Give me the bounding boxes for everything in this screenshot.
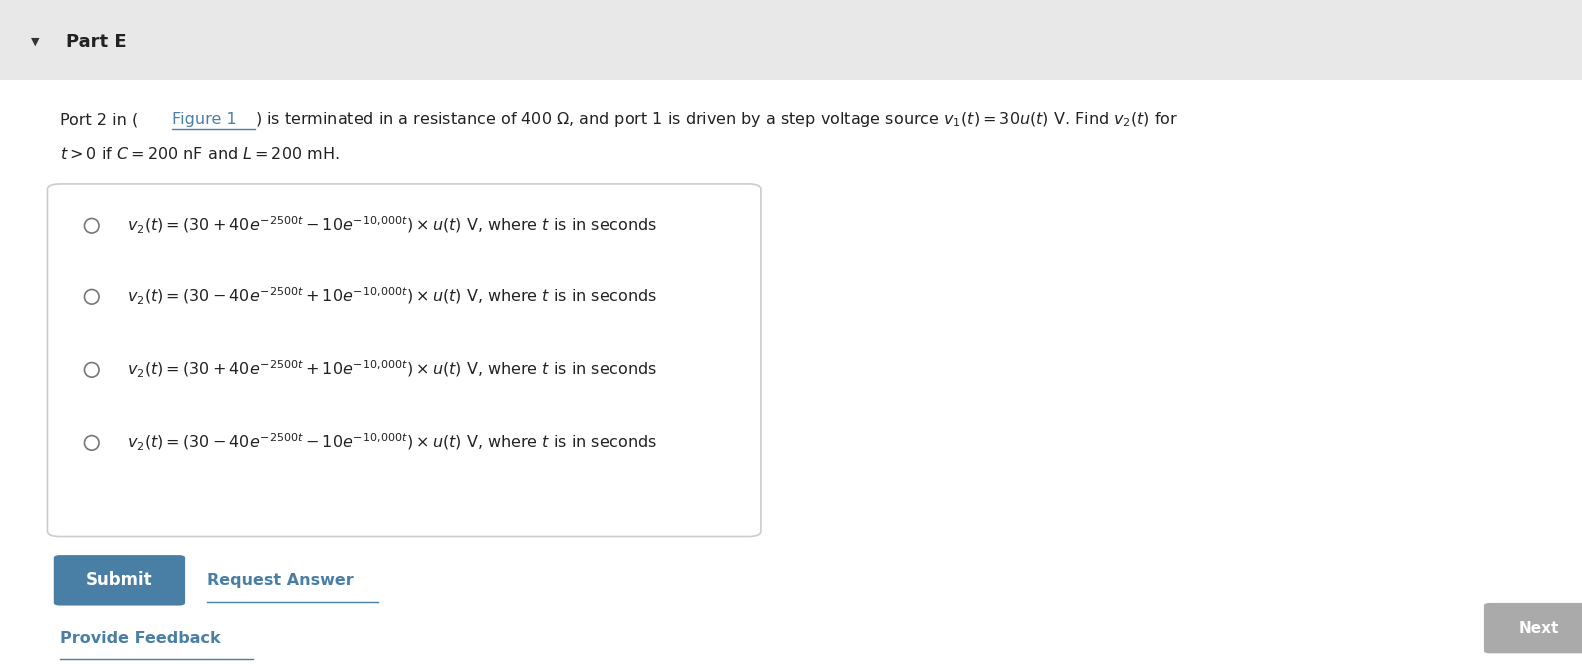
Text: $v_2(t) = (30 + 40e^{-2500t} - 10e^{-10{,}000t})\times u(t)$ V, where $t$ is in : $v_2(t) = (30 + 40e^{-2500t} - 10e^{-10{… [127, 215, 657, 236]
Text: Next: Next [1519, 621, 1560, 635]
FancyBboxPatch shape [0, 80, 1582, 664]
Text: Provide Feedback: Provide Feedback [60, 631, 221, 646]
Text: Part E: Part E [66, 33, 127, 51]
Text: $v_2(t) = (30 - 40e^{-2500t} - 10e^{-10{,}000t})\times u(t)$ V, where $t$ is in : $v_2(t) = (30 - 40e^{-2500t} - 10e^{-10{… [127, 432, 657, 454]
FancyBboxPatch shape [54, 555, 185, 606]
Text: Request Answer: Request Answer [207, 573, 354, 588]
Text: ) is terminated in a resistance of 400 Ω, and port 1 is driven by a step voltage: ) is terminated in a resistance of 400 Ω… [255, 110, 1179, 129]
Text: $t > 0$ if $C = 200$ nF and $L = 200$ mH.: $t > 0$ if $C = 200$ nF and $L = 200$ mH… [60, 146, 340, 162]
Text: Figure 1: Figure 1 [172, 112, 237, 127]
Text: Submit: Submit [85, 571, 153, 590]
FancyBboxPatch shape [1484, 603, 1582, 653]
Text: ▼: ▼ [30, 37, 40, 47]
Text: Port 2 in (: Port 2 in ( [60, 112, 138, 127]
FancyBboxPatch shape [47, 184, 761, 537]
Text: $v_2(t) = (30 - 40e^{-2500t} + 10e^{-10{,}000t})\times u(t)$ V, where $t$ is in : $v_2(t) = (30 - 40e^{-2500t} + 10e^{-10{… [127, 286, 657, 307]
FancyBboxPatch shape [0, 0, 1582, 80]
Text: $v_2(t) = (30 + 40e^{-2500t} + 10e^{-10{,}000t})\times u(t)$ V, where $t$ is in : $v_2(t) = (30 + 40e^{-2500t} + 10e^{-10{… [127, 359, 657, 380]
